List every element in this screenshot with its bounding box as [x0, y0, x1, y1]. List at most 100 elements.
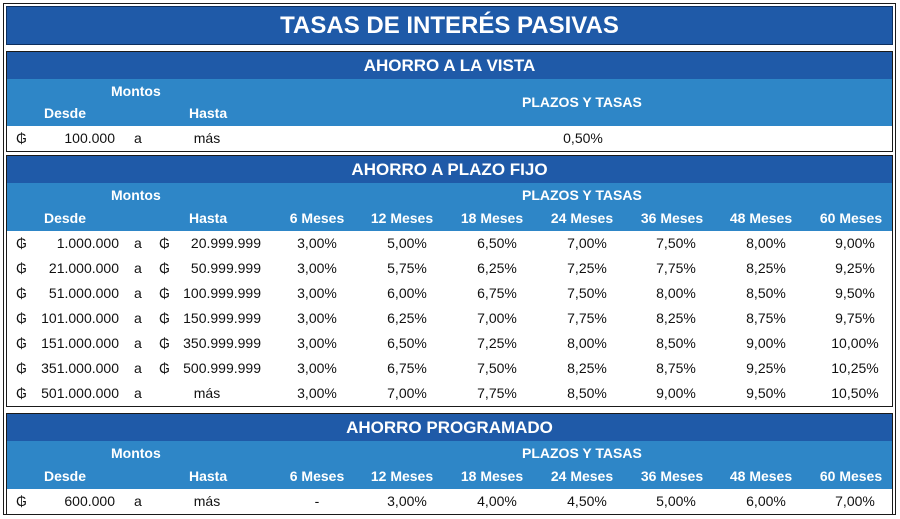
- rate-value: 8,25%: [567, 360, 607, 376]
- rate-value: 7,50%: [656, 235, 696, 251]
- table-row: ₲ 101.000.000 a ₲ 150.999.999 3,00% 6,25% 7,00%…: [7, 306, 892, 331]
- rate-value: 10,25%: [831, 360, 879, 376]
- plazos-label: PLAZOS Y TASAS: [522, 94, 642, 110]
- hasta-value: más: [193, 130, 221, 146]
- rate-value: 7,00%: [835, 493, 875, 509]
- rate-value: 9,25%: [746, 360, 786, 376]
- rate-value: 9,75%: [835, 310, 875, 326]
- plazos-label: PLAZOS Y TASAS: [522, 187, 642, 203]
- hasta-label: Hasta: [189, 105, 228, 121]
- desde-value: 51.000.000: [48, 285, 119, 301]
- term-header: 48 Meses: [729, 210, 793, 226]
- rate-value: 7,25%: [477, 335, 517, 351]
- desde-value: 351.000.000: [41, 360, 119, 376]
- rate-value: 9,50%: [835, 285, 875, 301]
- term-header: 60 Meses: [819, 468, 883, 484]
- desde-label: Desde: [44, 468, 87, 484]
- rate-value: 8,25%: [746, 260, 786, 276]
- rate-value: 10,50%: [831, 385, 879, 401]
- table-row: ₲ 151.000.000 a ₲ 350.999.999 3,00% 6,50% 7,25%…: [7, 331, 892, 356]
- rates-sheet: TASAS DE INTERÉS PASIVAS AHORRO A LA VIS…: [3, 3, 896, 515]
- term-header: 18 Meses: [460, 210, 524, 226]
- table-row: ₲ 21.000.000 a ₲ 50.999.999 3,00% 5,75% 6,25% 7,…: [7, 256, 892, 281]
- rate-value: 7,00%: [567, 235, 607, 251]
- term-header: 24 Meses: [550, 468, 614, 484]
- rate-value: 8,50%: [746, 285, 786, 301]
- rate-value: 6,75%: [477, 285, 517, 301]
- rate-value: 7,75%: [567, 310, 607, 326]
- hasta-value: más: [193, 493, 221, 509]
- currency-icon: ₲: [159, 235, 170, 251]
- section-plazo-fijo: AHORRO A PLAZO FIJO Montos PLAZOS Y TASA…: [6, 155, 893, 407]
- rate-value: 7,50%: [477, 360, 517, 376]
- hasta-value: 50.999.999: [190, 260, 261, 276]
- rate-value: 7,00%: [387, 385, 427, 401]
- rate-value: 9,50%: [746, 385, 786, 401]
- desde-value: 600.000: [64, 493, 115, 509]
- page-title: TASAS DE INTERÉS PASIVAS: [6, 6, 893, 45]
- hasta-value: 20.999.999: [190, 235, 261, 251]
- currency-icon: ₲: [16, 260, 27, 276]
- rate-value: 6,75%: [387, 360, 427, 376]
- rate-value: 8,25%: [656, 310, 696, 326]
- column-header: Montos PLAZOS Y TASAS Desde Hasta 6 Mese…: [7, 441, 892, 489]
- hasta-value: 150.999.999: [183, 310, 261, 326]
- rate-value: 3,00%: [297, 285, 337, 301]
- rate-value: 0,50%: [563, 130, 603, 146]
- desde-label: Desde: [44, 105, 87, 121]
- currency-icon: ₲: [16, 385, 27, 401]
- rate-value: 5,75%: [387, 260, 427, 276]
- rate-value: 10,00%: [831, 335, 879, 351]
- rate-value: 9,25%: [835, 260, 875, 276]
- desde-label: Desde: [44, 210, 87, 226]
- a-separator: a: [134, 493, 142, 509]
- rate-value: 8,75%: [746, 310, 786, 326]
- term-header: 36 Meses: [640, 468, 704, 484]
- section-heading: AHORRO A PLAZO FIJO: [7, 156, 892, 183]
- rate-value: 3,00%: [297, 260, 337, 276]
- rate-value: 4,50%: [567, 493, 607, 509]
- rate-value: 6,50%: [387, 335, 427, 351]
- rate-value: 8,50%: [656, 335, 696, 351]
- rate-value: 3,00%: [297, 385, 337, 401]
- rate-value: 5,00%: [656, 493, 696, 509]
- currency-icon: ₲: [16, 310, 27, 326]
- currency-icon: ₲: [159, 360, 170, 376]
- rate-value: -: [314, 493, 320, 509]
- term-header: 6 Meses: [289, 210, 345, 226]
- table-row: ₲ 1.000.000 a ₲ 20.999.999 3,00% 5,00% 6,50% 7,0…: [7, 231, 892, 256]
- desde-value: 21.000.000: [48, 260, 119, 276]
- column-header: Montos Desde Hasta PLAZOS Y TASAS: [7, 79, 892, 126]
- rate-value: 9,00%: [746, 335, 786, 351]
- rate-value: 7,75%: [477, 385, 517, 401]
- table-row: ₲ 501.000.000 a más 3,00% 7,00% 7,75% 8,50% 9,00…: [7, 381, 892, 406]
- rate-value: 6,00%: [387, 285, 427, 301]
- rate-value: 6,00%: [746, 493, 786, 509]
- term-header: 12 Meses: [370, 210, 434, 226]
- section-ahorro-programado: AHORRO PROGRAMADO Montos PLAZOS Y TASAS …: [6, 413, 893, 515]
- rate-value: 3,00%: [387, 493, 427, 509]
- rate-value: 5,00%: [387, 235, 427, 251]
- hasta-value: 350.999.999: [183, 335, 261, 351]
- currency-icon: ₲: [159, 310, 170, 326]
- a-separator: a: [134, 260, 142, 276]
- rate-value: 9,00%: [656, 385, 696, 401]
- rate-value: 8,00%: [567, 335, 607, 351]
- montos-label: Montos: [111, 445, 161, 461]
- currency-icon: ₲: [16, 493, 27, 509]
- rate-value: 6,50%: [477, 235, 517, 251]
- rate-value: 3,00%: [297, 310, 337, 326]
- table-row: ₲ 351.000.000 a ₲ 500.999.999 3,00% 6,75% 7,50%…: [7, 356, 892, 381]
- rate-value: 3,00%: [297, 360, 337, 376]
- a-separator: a: [134, 385, 142, 401]
- currency-icon: ₲: [159, 260, 170, 276]
- desde-value: 1.000.000: [56, 235, 119, 251]
- term-header: 12 Meses: [370, 468, 434, 484]
- rate-value: 7,75%: [656, 260, 696, 276]
- a-separator: a: [134, 310, 142, 326]
- table-row: ₲ 51.000.000 a ₲ 100.999.999 3,00% 6,00% 6,75% 7…: [7, 281, 892, 306]
- hasta-label: Hasta: [189, 210, 228, 226]
- currency-icon: ₲: [16, 130, 27, 146]
- rate-value: 7,25%: [567, 260, 607, 276]
- rate-value: 8,75%: [656, 360, 696, 376]
